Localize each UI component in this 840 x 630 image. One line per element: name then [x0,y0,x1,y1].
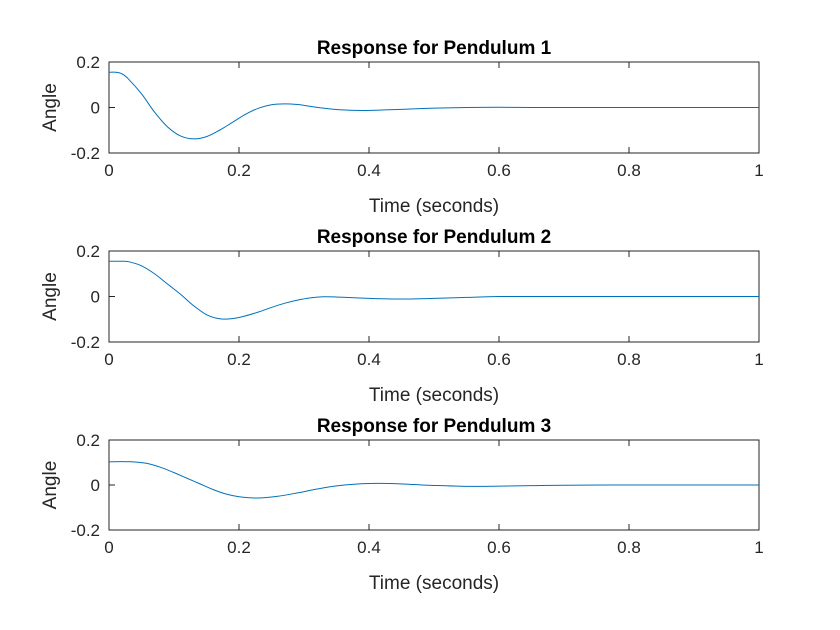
plot-title: Response for Pendulum 3 [317,416,551,437]
y-tick-label: -0.2 [71,333,100,352]
x-tick-label: 1 [754,161,763,180]
x-tick-label: 0 [104,161,113,180]
plot-title: Response for Pendulum 1 [317,38,552,59]
x-tick-label: 0.4 [357,161,381,180]
y-tick-label: 0.2 [76,53,100,72]
y-axis-label: Angle [40,83,61,132]
x-tick-label: 0 [104,350,113,369]
y-tick-label: 0 [91,476,100,495]
y-tick-label: 0.2 [76,242,100,261]
x-axis-label: Time (seconds) [369,196,499,217]
y-tick-label: -0.2 [71,144,100,163]
x-tick-label: 0.6 [487,350,511,369]
x-tick-label: 1 [754,538,763,557]
x-tick-label: 0.8 [617,350,641,369]
y-tick-label: 0.2 [76,431,100,450]
y-tick-label: -0.2 [71,521,100,540]
x-tick-label: 0.8 [617,538,641,557]
x-tick-label: 0.4 [357,538,381,557]
x-tick-label: 0.6 [487,161,511,180]
series-line-1 [108,461,759,499]
x-tick-label: 0.8 [617,161,641,180]
x-axis-label: Time (seconds) [369,573,499,594]
x-tick-label: 0.2 [227,350,251,369]
x-tick-label: 0.6 [487,538,511,557]
x-axis-label: Time (seconds) [369,385,499,406]
x-tick-label: 0.4 [357,350,381,369]
y-tick-label: 0 [91,99,100,118]
y-tick-label: 0 [91,288,100,307]
x-tick-label: 1 [754,350,763,369]
series-line-1 [108,260,759,320]
series-line-1 [108,71,759,140]
y-axis-label: Angle [40,272,61,321]
plot-title: Response for Pendulum 2 [317,227,551,248]
x-tick-label: 0.2 [227,161,251,180]
y-axis-label: Angle [40,461,61,510]
x-tick-label: 0 [104,538,113,557]
x-tick-label: 0.2 [227,538,251,557]
